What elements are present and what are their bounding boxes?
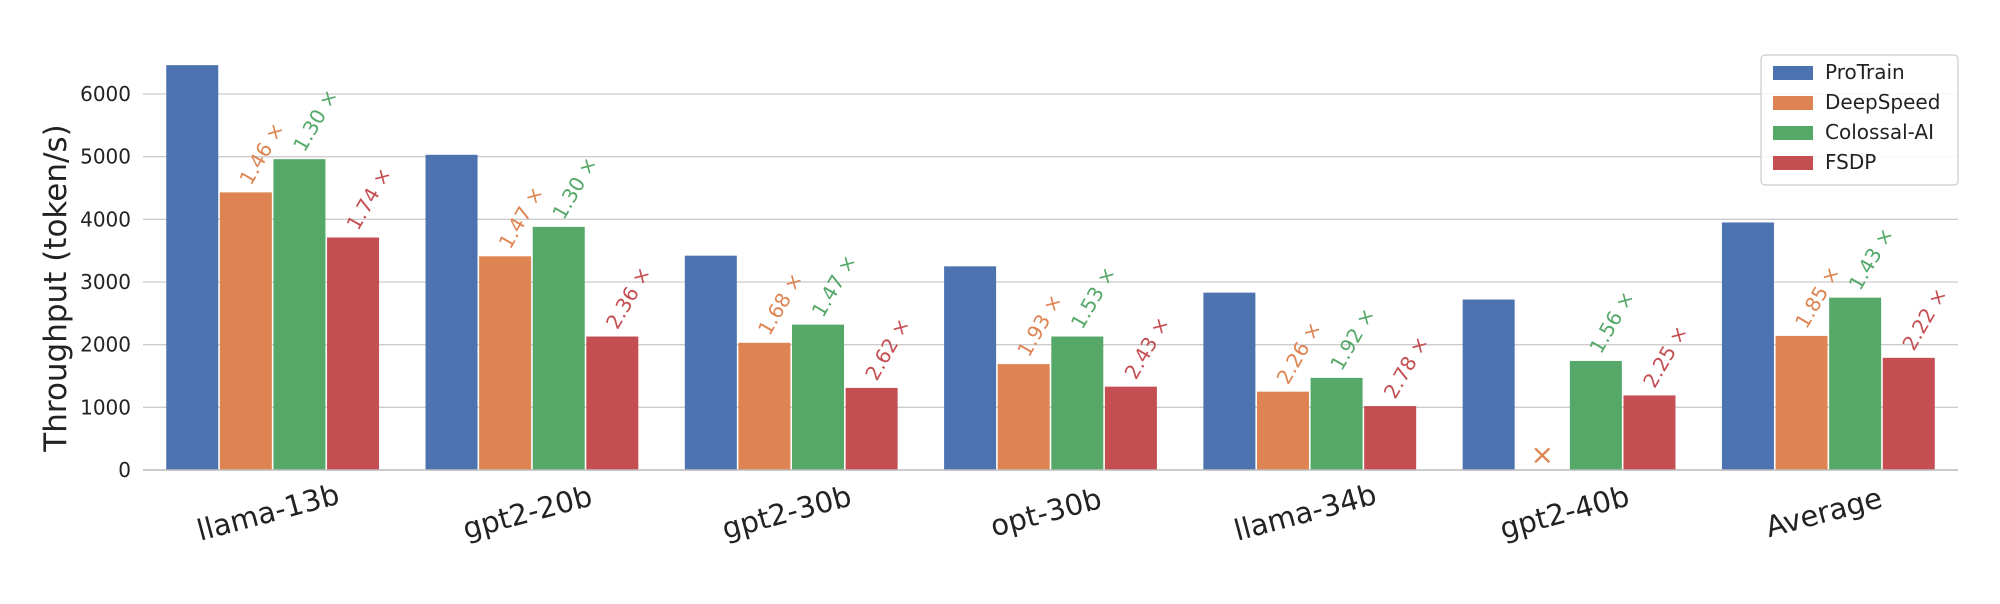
y-tick-label: 6000 <box>80 82 131 106</box>
speedup-label: 2.22 × <box>1897 284 1952 355</box>
bars <box>166 65 1935 471</box>
bar-fsdp <box>845 387 898 470</box>
y-tick-label: 5000 <box>80 145 131 169</box>
bar-colossal-ai <box>1569 360 1622 470</box>
legend: ProTrain DeepSpeed Colossal-AI FSDP <box>1760 54 1959 186</box>
bar-fsdp <box>1623 395 1676 470</box>
bar-fsdp <box>327 237 380 470</box>
y-tick-label: 2000 <box>80 333 131 357</box>
x-tick-label: Average <box>1762 481 1886 545</box>
legend-label: ProTrain <box>1825 60 1905 84</box>
bar-deepspeed <box>219 192 272 471</box>
bar-colossal-ai <box>1310 377 1363 470</box>
bar-deepspeed <box>738 342 791 470</box>
bar-fsdp <box>586 336 639 470</box>
speedup-label: 2.62 × <box>860 314 915 385</box>
legend-box <box>1760 54 1959 186</box>
speedup-label: 1.74 × <box>342 163 397 234</box>
bar-protrain <box>684 255 737 470</box>
speedup-label: 1.47 × <box>807 251 862 322</box>
speedup-label: 1.30 × <box>547 153 602 224</box>
speedup-label: 1.56 × <box>1584 287 1639 358</box>
bar-protrain <box>1203 292 1256 470</box>
bar-protrain <box>1721 222 1774 470</box>
y-tick-label: 0 <box>118 458 131 482</box>
bar-colossal-ai <box>273 159 326 470</box>
speedup-label: 2.43 × <box>1119 313 1174 384</box>
speedup-label: 2.78 × <box>1379 332 1434 403</box>
bar-protrain <box>166 65 219 470</box>
legend-label: Colossal-AI <box>1825 120 1934 144</box>
legend-label: DeepSpeed <box>1825 90 1940 114</box>
bar-colossal-ai <box>532 226 585 470</box>
speedup-label: 2.36 × <box>601 262 656 333</box>
bar-protrain <box>1462 299 1515 470</box>
bar-fsdp <box>1104 386 1157 470</box>
x-tick-label: gpt2-30b <box>718 479 855 546</box>
bar-colossal-ai <box>1051 336 1104 470</box>
y-tick-label: 3000 <box>80 270 131 294</box>
bar-deepspeed <box>997 364 1050 470</box>
bar-fsdp <box>1364 406 1417 470</box>
y-axis-label: Throughput (token/s) <box>38 124 74 452</box>
bar-deepspeed <box>1256 391 1309 470</box>
y-tick-label: 4000 <box>80 207 131 231</box>
speedup-label: 1.43 × <box>1844 224 1899 295</box>
x-tick-label: llama-34b <box>1230 477 1380 548</box>
legend-swatch <box>1773 96 1813 110</box>
bar-deepspeed <box>1775 335 1828 470</box>
speedup-label: 1.92 × <box>1325 304 1380 375</box>
speedup-label: 2.25 × <box>1638 321 1693 392</box>
bar-protrain <box>425 154 478 470</box>
speedup-label: 1.53 × <box>1066 262 1121 333</box>
legend-swatch <box>1773 126 1813 140</box>
bar-colossal-ai <box>792 324 845 470</box>
x-tick-label: llama-13b <box>193 477 343 548</box>
bar-colossal-ai <box>1829 297 1882 470</box>
speedup-label: 2.26 × <box>1272 318 1327 389</box>
x-tick-label: opt-30b <box>987 481 1105 543</box>
bar-deepspeed <box>479 256 532 470</box>
legend-label: FSDP <box>1825 150 1876 174</box>
x-tick-label: gpt2-20b <box>459 479 596 546</box>
bar-fsdp <box>1882 357 1935 470</box>
legend-swatch <box>1773 156 1813 170</box>
y-tick-label: 1000 <box>80 395 131 419</box>
x-tick-label: gpt2-40b <box>1496 479 1633 546</box>
missing-marker: × <box>1531 438 1554 471</box>
legend-swatch <box>1773 66 1813 80</box>
speedup-label: 1.30 × <box>288 85 343 156</box>
gridlines <box>143 93 1958 408</box>
bar-protrain <box>944 266 997 470</box>
